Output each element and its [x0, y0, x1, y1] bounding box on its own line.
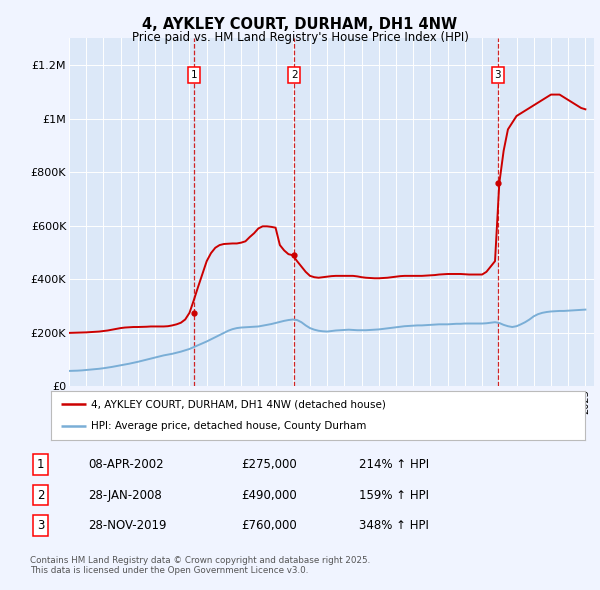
Text: Price paid vs. HM Land Registry's House Price Index (HPI): Price paid vs. HM Land Registry's House …	[131, 31, 469, 44]
Text: 28-JAN-2008: 28-JAN-2008	[88, 489, 162, 502]
Text: 28-NOV-2019: 28-NOV-2019	[88, 519, 167, 532]
Text: 4, AYKLEY COURT, DURHAM, DH1 4NW (detached house): 4, AYKLEY COURT, DURHAM, DH1 4NW (detach…	[91, 399, 386, 409]
Text: £275,000: £275,000	[242, 458, 298, 471]
Text: 159% ↑ HPI: 159% ↑ HPI	[359, 489, 429, 502]
Text: 3: 3	[494, 70, 501, 80]
Text: 2: 2	[291, 70, 298, 80]
Text: 4, AYKLEY COURT, DURHAM, DH1 4NW: 4, AYKLEY COURT, DURHAM, DH1 4NW	[142, 17, 458, 31]
Text: 08-APR-2002: 08-APR-2002	[88, 458, 164, 471]
Text: £760,000: £760,000	[242, 519, 298, 532]
Text: £490,000: £490,000	[242, 489, 298, 502]
Text: 1: 1	[37, 458, 44, 471]
Text: 2: 2	[37, 489, 44, 502]
Text: HPI: Average price, detached house, County Durham: HPI: Average price, detached house, Coun…	[91, 421, 367, 431]
Text: 1: 1	[191, 70, 197, 80]
Text: 348% ↑ HPI: 348% ↑ HPI	[359, 519, 428, 532]
Text: 214% ↑ HPI: 214% ↑ HPI	[359, 458, 429, 471]
Text: Contains HM Land Registry data © Crown copyright and database right 2025.
This d: Contains HM Land Registry data © Crown c…	[30, 556, 370, 575]
Text: 3: 3	[37, 519, 44, 532]
